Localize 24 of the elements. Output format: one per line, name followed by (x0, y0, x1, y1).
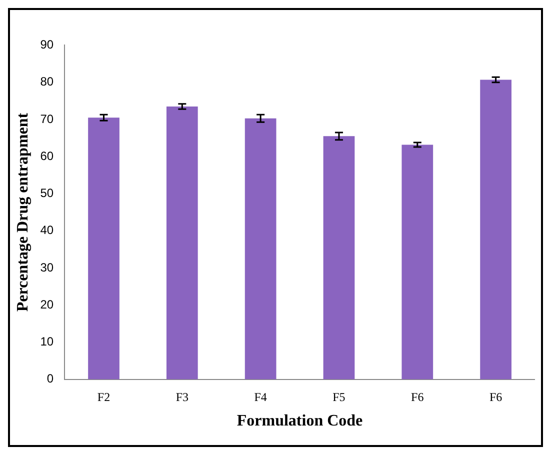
x-axis-title: Formulation Code (236, 412, 363, 430)
y-tick-label: 40 (40, 223, 54, 238)
bar (323, 136, 355, 380)
y-tick-label: 60 (40, 148, 54, 163)
bar (244, 118, 276, 380)
y-tick-label: 30 (40, 260, 54, 274)
x-tick-label: F2 (97, 390, 110, 404)
y-tick-label: 10 (40, 334, 54, 349)
y-tick-label: 90 (40, 38, 54, 52)
x-tick-label: F5 (332, 390, 346, 404)
x-tick-label: F4 (254, 390, 267, 404)
bar (480, 80, 512, 380)
bar (402, 144, 434, 380)
y-tick-label: 50 (40, 186, 54, 200)
y-tick-label: 70 (40, 112, 54, 126)
y-tick-label: 80 (40, 74, 54, 89)
bar (166, 106, 198, 380)
y-tick-label: 0 (46, 372, 54, 386)
y-tick-label: 20 (40, 297, 54, 312)
bar (88, 118, 120, 380)
x-tick-label: F3 (176, 390, 189, 404)
y-axis-title: Percentage Drug entrapment (14, 112, 32, 312)
x-tick-label: F6 (489, 390, 502, 404)
x-tick-label: F6 (411, 390, 424, 404)
